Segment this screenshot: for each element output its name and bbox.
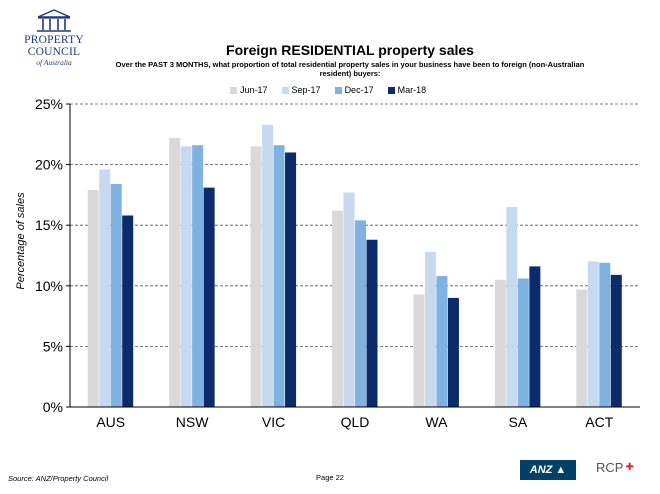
y-tick-label: 0%: [43, 399, 63, 415]
legend-label-mar18: Mar-18: [397, 85, 427, 95]
bar-nsw-jun-17: [169, 137, 181, 407]
bar-aus-sep-17: [99, 169, 111, 407]
bar-qld-sep-17: [343, 192, 355, 407]
bar-wa-mar-18: [447, 297, 459, 407]
bar-aus-jun-17: [87, 190, 99, 407]
bar-qld-jun-17: [332, 210, 343, 407]
legend-label-jun17: Jun-17: [240, 85, 268, 95]
x-tick-label: AUS: [96, 414, 125, 430]
x-tick-label: ACT: [585, 414, 613, 430]
bar-act-dec-17: [599, 262, 611, 407]
bar-wa-sep-17: [424, 251, 436, 407]
legend-item-sep17: Sep-17: [281, 85, 321, 95]
bar-vic-mar-18: [285, 152, 297, 407]
x-tick-label: SA: [509, 414, 528, 430]
bar-act-mar-18: [610, 274, 622, 407]
legend-label-dec17: Dec-17: [344, 85, 374, 95]
legend-item-mar18: Mar-18: [387, 85, 427, 95]
bar-nsw-dec-17: [192, 145, 204, 407]
y-tick-label: 5%: [43, 338, 63, 354]
anz-logo: ANZ ▲: [520, 460, 576, 480]
source-note: Source: ANZ/Property Council: [8, 474, 109, 483]
building-icon: [37, 9, 71, 32]
bar-nsw-sep-17: [180, 146, 192, 408]
legend-label-sep17: Sep-17: [291, 85, 321, 95]
page-number: Page 22: [316, 473, 344, 482]
bar-aus-mar-18: [122, 215, 134, 407]
legend-swatch-dec17: [334, 86, 342, 94]
logo-line-3: of Australia: [36, 58, 72, 67]
bar-aus-dec-17: [110, 183, 122, 407]
rcp-logo: RCP ✚: [596, 460, 634, 475]
y-tick-label: 20%: [35, 157, 63, 173]
x-tick-label: NSW: [176, 414, 209, 430]
bar-act-sep-17: [587, 261, 599, 407]
logo-line-2: COUNCIL: [27, 46, 81, 58]
chart-legend: Jun-17 Sep-17 Dec-17 Mar-18: [230, 85, 426, 95]
bar-vic-sep-17: [262, 124, 274, 407]
bar-vic-jun-17: [250, 146, 262, 408]
legend-item-dec17: Dec-17: [334, 85, 374, 95]
property-council-logo: PROPERTY COUNCIL of Australia: [14, 8, 94, 67]
chart-title: Foreign RESIDENTIAL property sales: [226, 42, 474, 58]
bar-sa-mar-18: [529, 266, 541, 407]
bar-vic-dec-17: [273, 145, 285, 407]
bar-nsw-mar-18: [203, 187, 215, 407]
bar-sa-dec-17: [517, 278, 529, 407]
rcp-mark-icon: ✚: [625, 462, 634, 473]
y-tick-label: 25%: [35, 96, 63, 112]
logo-line-1: PROPERTY: [24, 34, 84, 46]
y-tick-label: 10%: [35, 278, 63, 294]
bar-wa-dec-17: [436, 276, 448, 407]
bar-qld-mar-18: [366, 239, 378, 407]
legend-swatch-jun17: [230, 86, 237, 94]
y-tick-label: 15%: [35, 217, 63, 233]
x-tick-label: VIC: [262, 414, 285, 430]
anz-logo-text: ANZ: [529, 464, 553, 476]
legend-item-jun17: Jun-17: [230, 85, 268, 95]
bar-wa-jun-17: [413, 294, 425, 407]
rcp-logo-text: RCP: [596, 460, 624, 475]
bar-sa-sep-17: [506, 207, 518, 407]
bar-qld-dec-17: [355, 220, 366, 407]
anz-figures-icon: ▲: [555, 464, 567, 476]
bar-act-jun-17: [576, 289, 588, 407]
bar-sa-jun-17: [494, 279, 506, 407]
x-tick-label: WA: [425, 414, 448, 430]
legend-swatch-sep17: [281, 86, 289, 94]
chart-subtitle: Over the PAST 3 MONTHS, what proportion …: [115, 60, 585, 78]
legend-swatch-mar18: [387, 86, 395, 94]
x-tick-label: QLD: [341, 414, 370, 430]
